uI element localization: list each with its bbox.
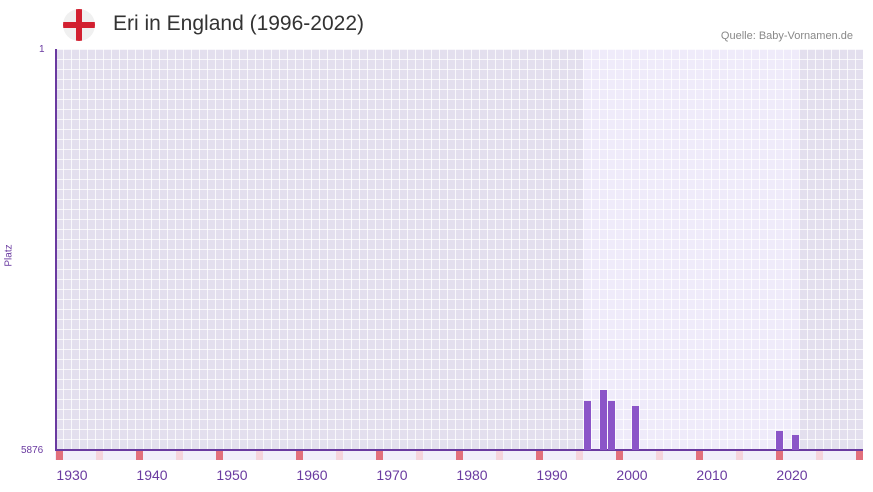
x-tick-label: 1960: [296, 467, 328, 483]
bar-1994[interactable]: [584, 400, 591, 450]
halfdecade-marker: [96, 451, 103, 460]
x-tick-label: 1940: [136, 467, 168, 483]
plot-area: [55, 49, 863, 450]
y-axis-label: Platz: [3, 244, 15, 267]
decade-marker: [696, 451, 703, 460]
halfdecade-marker: [576, 451, 583, 460]
halfdecade-marker: [816, 451, 823, 460]
decade-marker: [216, 451, 223, 460]
x-tick-label: 1950: [216, 467, 248, 483]
decade-marker: [136, 451, 143, 460]
bar-1997[interactable]: [608, 400, 615, 450]
decade-marker: [776, 451, 783, 460]
x-tick-label: 2010: [696, 467, 728, 483]
bar-2000[interactable]: [632, 405, 639, 450]
x-tick-label: 1930: [56, 467, 88, 483]
x-axis: [55, 449, 863, 451]
halfdecade-marker: [176, 451, 183, 460]
x-tick-label: 2020: [776, 467, 808, 483]
halfdecade-marker: [256, 451, 263, 460]
decade-marker: [56, 451, 63, 460]
x-tick-label: 1980: [456, 467, 488, 483]
x-tick-label: 1970: [376, 467, 408, 483]
halfdecade-marker: [496, 451, 503, 460]
decade-marker: [616, 451, 623, 460]
y-tick-bottom: 5876: [21, 445, 44, 456]
grid: [55, 49, 863, 450]
decade-marker: [536, 451, 543, 460]
decade-marker: [856, 451, 863, 460]
y-axis: [55, 49, 57, 451]
halfdecade-marker: [656, 451, 663, 460]
halfdecade-marker: [416, 451, 423, 460]
bar-1996[interactable]: [600, 389, 607, 450]
source-credit: Quelle: Baby-Vornamen.de: [720, 30, 853, 42]
x-tick-label: 1990: [536, 467, 568, 483]
x-tick-label: 2000: [616, 467, 648, 483]
decade-marker: [456, 451, 463, 460]
halfdecade-marker: [736, 451, 743, 460]
halfdecade-marker: [336, 451, 343, 460]
y-tick-top: 1: [39, 44, 45, 55]
decade-marker: [296, 451, 303, 460]
england-flag-icon: [63, 9, 95, 41]
decade-marker: [376, 451, 383, 460]
bar-2018[interactable]: [776, 431, 783, 450]
bar-2020[interactable]: [792, 435, 799, 450]
chart-title: Eri in England (1996-2022): [113, 12, 364, 35]
